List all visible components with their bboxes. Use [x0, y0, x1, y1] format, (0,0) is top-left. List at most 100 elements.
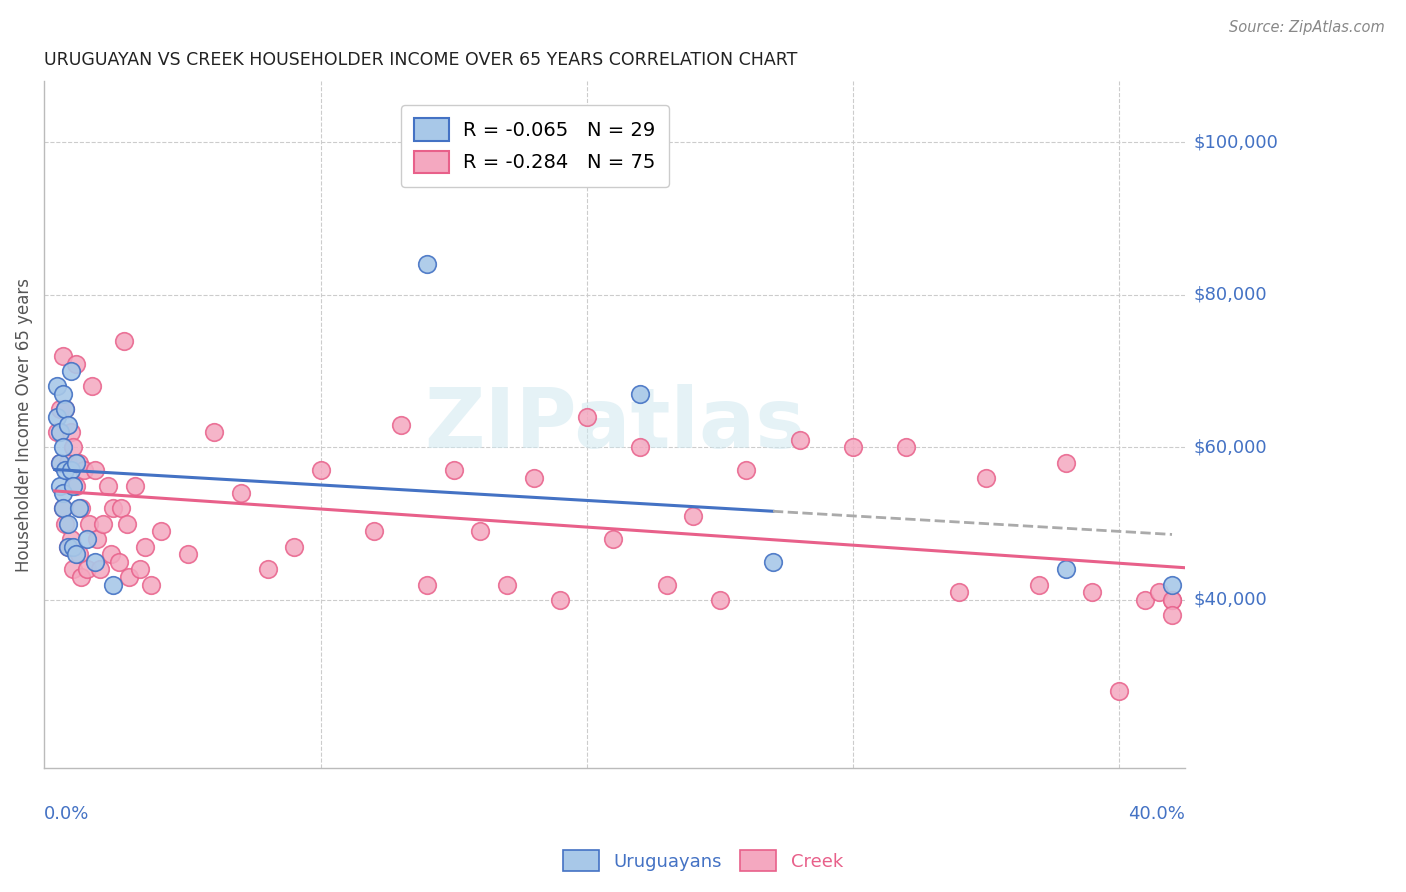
Point — [59, 463, 82, 477]
Point — [79, 516, 101, 531]
Point — [948, 585, 970, 599]
Point — [709, 593, 731, 607]
Point — [124, 478, 146, 492]
Point — [56, 540, 79, 554]
Point — [128, 562, 150, 576]
Point — [229, 486, 252, 500]
Point — [100, 547, 122, 561]
Legend: R = -0.065   N = 29, R = -0.284   N = 75: R = -0.065 N = 29, R = -0.284 N = 75 — [401, 104, 669, 186]
Y-axis label: Householder Income Over 65 years: Householder Income Over 65 years — [15, 277, 32, 572]
Point — [655, 577, 678, 591]
Point — [59, 425, 82, 439]
Point — [55, 463, 77, 477]
Point — [52, 441, 75, 455]
Point — [118, 570, 141, 584]
Point — [416, 577, 439, 591]
Point — [46, 409, 69, 424]
Text: 40.0%: 40.0% — [1129, 805, 1185, 823]
Point — [842, 441, 865, 455]
Point — [416, 257, 439, 271]
Point — [1161, 593, 1184, 607]
Point — [65, 547, 87, 561]
Text: 0.0%: 0.0% — [44, 805, 90, 823]
Point — [470, 524, 492, 539]
Point — [76, 562, 98, 576]
Point — [150, 524, 173, 539]
Point — [103, 577, 125, 591]
Point — [67, 501, 90, 516]
Point — [602, 532, 624, 546]
Point — [1161, 577, 1184, 591]
Point — [789, 433, 811, 447]
Text: $60,000: $60,000 — [1194, 438, 1267, 457]
Point — [70, 570, 93, 584]
Point — [139, 577, 162, 591]
Point — [1135, 593, 1157, 607]
Point — [134, 540, 156, 554]
Point — [62, 540, 84, 554]
Point — [59, 364, 82, 378]
Point — [56, 540, 79, 554]
Point — [59, 532, 82, 546]
Point — [762, 555, 785, 569]
Point — [112, 334, 135, 348]
Point — [52, 501, 75, 516]
Point — [83, 555, 105, 569]
Point — [115, 516, 138, 531]
Point — [52, 349, 75, 363]
Point — [1161, 593, 1184, 607]
Point — [496, 577, 519, 591]
Point — [55, 516, 77, 531]
Point — [52, 501, 75, 516]
Text: URUGUAYAN VS CREEK HOUSEHOLDER INCOME OVER 65 YEARS CORRELATION CHART: URUGUAYAN VS CREEK HOUSEHOLDER INCOME OV… — [44, 51, 797, 69]
Point — [65, 478, 87, 492]
Point — [52, 486, 75, 500]
Point — [65, 357, 87, 371]
Point — [523, 471, 546, 485]
Point — [55, 402, 77, 417]
Point — [55, 402, 77, 417]
Point — [70, 501, 93, 516]
Point — [49, 456, 72, 470]
Point — [548, 593, 571, 607]
Point — [46, 379, 69, 393]
Point — [56, 417, 79, 432]
Text: $40,000: $40,000 — [1194, 591, 1267, 609]
Point — [1028, 577, 1050, 591]
Point — [389, 417, 412, 432]
Point — [628, 441, 651, 455]
Point — [67, 547, 90, 561]
Point — [309, 463, 332, 477]
Point — [443, 463, 465, 477]
Point — [73, 463, 96, 477]
Point — [49, 425, 72, 439]
Point — [256, 562, 278, 576]
Point — [107, 555, 129, 569]
Text: ZIPatlas: ZIPatlas — [425, 384, 806, 465]
Point — [46, 425, 69, 439]
Point — [202, 425, 225, 439]
Point — [1108, 684, 1130, 698]
Point — [103, 501, 125, 516]
Point — [80, 379, 103, 393]
Point — [62, 562, 84, 576]
Point — [49, 456, 72, 470]
Text: $100,000: $100,000 — [1194, 134, 1278, 152]
Point — [575, 409, 598, 424]
Point — [89, 562, 111, 576]
Text: $80,000: $80,000 — [1194, 285, 1267, 304]
Point — [628, 387, 651, 401]
Point — [974, 471, 997, 485]
Point — [735, 463, 758, 477]
Point — [56, 516, 79, 531]
Point — [62, 478, 84, 492]
Point — [110, 501, 132, 516]
Point — [894, 441, 917, 455]
Point — [682, 509, 704, 524]
Point — [363, 524, 385, 539]
Point — [86, 532, 108, 546]
Point — [49, 478, 72, 492]
Point — [177, 547, 200, 561]
Point — [52, 387, 75, 401]
Point — [91, 516, 114, 531]
